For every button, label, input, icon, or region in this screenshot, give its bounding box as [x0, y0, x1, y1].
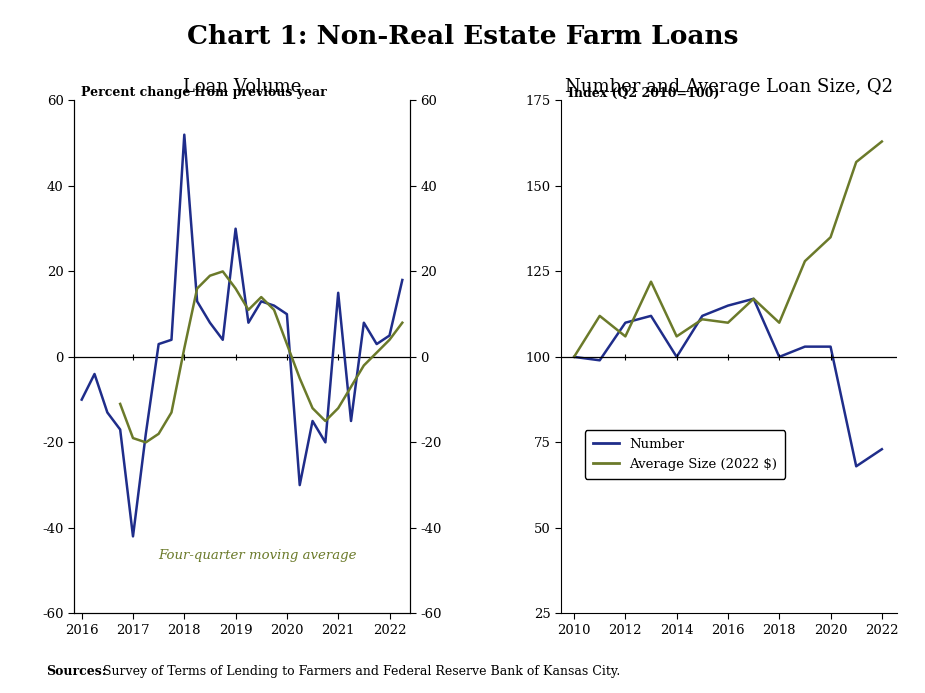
Number	[825, 342, 836, 351]
Text: Sources:: Sources:	[46, 665, 106, 678]
Number	[620, 319, 631, 327]
Number	[851, 462, 862, 471]
Average Size (2022 $)	[569, 353, 580, 361]
Number	[672, 353, 683, 361]
Average Size (2022 $)	[799, 257, 810, 265]
Average Size (2022 $)	[748, 295, 759, 303]
Text: Four-quarter moving average: Four-quarter moving average	[158, 549, 356, 562]
Number	[748, 295, 759, 303]
Number	[876, 445, 887, 453]
Number	[594, 356, 605, 365]
Text: Chart 1: Non-Real Estate Farm Loans: Chart 1: Non-Real Estate Farm Loans	[187, 24, 738, 49]
Average Size (2022 $)	[722, 319, 734, 327]
Average Size (2022 $)	[851, 158, 862, 166]
Title: Loan Volume: Loan Volume	[183, 78, 302, 96]
Number	[773, 353, 784, 361]
Average Size (2022 $)	[594, 312, 605, 320]
Title: Number and Average Loan Size, Q2: Number and Average Loan Size, Q2	[565, 78, 894, 96]
Number	[697, 312, 708, 320]
Legend: Number, Average Size (2022 $): Number, Average Size (2022 $)	[585, 430, 785, 478]
Number	[722, 301, 734, 310]
Line: Average Size (2022 $): Average Size (2022 $)	[574, 141, 882, 357]
Line: Number: Number	[574, 299, 882, 466]
Number	[646, 312, 657, 320]
Text: Index (Q2 2010=100): Index (Q2 2010=100)	[568, 87, 720, 100]
Number	[569, 353, 580, 361]
Text: Percent change from previous year: Percent change from previous year	[80, 87, 327, 100]
Number	[799, 342, 810, 351]
Average Size (2022 $)	[876, 137, 887, 146]
Average Size (2022 $)	[672, 332, 683, 340]
Average Size (2022 $)	[825, 233, 836, 241]
Average Size (2022 $)	[773, 319, 784, 327]
Average Size (2022 $)	[697, 315, 708, 324]
Text: Survey of Terms of Lending to Farmers and Federal Reserve Bank of Kansas City.: Survey of Terms of Lending to Farmers an…	[99, 665, 621, 678]
Average Size (2022 $)	[646, 277, 657, 286]
Average Size (2022 $)	[620, 332, 631, 340]
